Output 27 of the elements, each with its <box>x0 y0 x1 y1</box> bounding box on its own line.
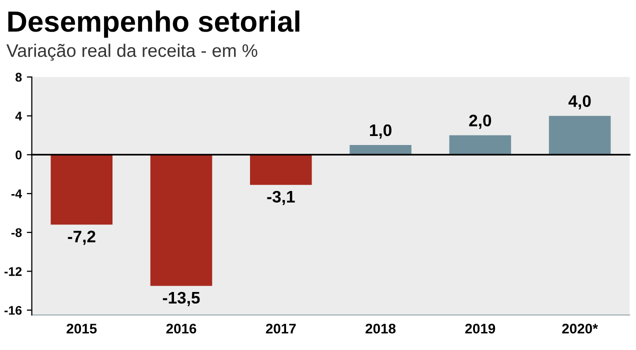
chart-subtitle: Variação real da receita - em % <box>6 44 258 61</box>
y-tick-label: 0 <box>16 150 22 160</box>
data-label: 4,0 <box>568 95 591 110</box>
y-tick-label: -12 <box>4 267 22 276</box>
bar <box>250 154 312 185</box>
x-tick-label: 2016 <box>166 324 196 334</box>
x-tick-label: 2018 <box>366 324 396 334</box>
x-tick-label: 2015 <box>66 324 97 334</box>
data-label: -13,5 <box>162 292 200 306</box>
y-tick-label: 8 <box>16 72 22 82</box>
y-tick-label: -8 <box>11 228 22 238</box>
chart-title: Desempenho setorial <box>8 10 300 38</box>
data-label: -3,1 <box>267 190 295 206</box>
bar <box>548 116 611 155</box>
data-label: 1,0 <box>370 124 392 139</box>
x-tick-label: 2019 <box>465 324 496 334</box>
y-tick-label: -16 <box>4 306 22 315</box>
bar <box>350 145 412 155</box>
x-tick-label: 2017 <box>266 324 296 334</box>
y-tick-label: 4 <box>15 112 22 120</box>
bar <box>449 135 512 155</box>
y-tick-label: -4 <box>11 190 22 198</box>
bar <box>50 154 113 225</box>
x-tick-label: 2020* <box>562 324 598 334</box>
data-label: -7,2 <box>68 230 96 245</box>
bar <box>150 154 212 286</box>
data-label: 2,0 <box>469 114 492 129</box>
